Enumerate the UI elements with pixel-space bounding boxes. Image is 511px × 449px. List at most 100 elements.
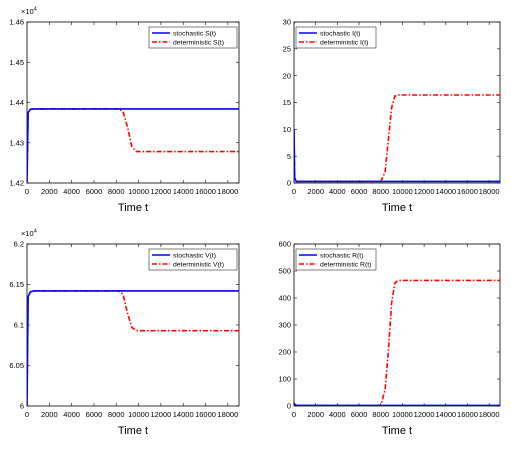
y-exponent-power: 4 [34, 7, 37, 13]
y-tick-label: 30 [283, 18, 291, 27]
legend-label-deterministic: deterministic S(t) [173, 40, 224, 47]
legend-label-stochastic: stochastic I(t) [320, 31, 360, 38]
y-exponent-power: 4 [34, 229, 37, 235]
series-line-stochastic [294, 402, 500, 406]
x-tick-label: 2000 [307, 187, 324, 196]
x-tick-label: 16000 [195, 187, 216, 196]
legend-label-stochastic: stochastic R(t) [320, 253, 363, 260]
x-axis-label: Time t [118, 202, 148, 214]
legend: stochastic V(t) deterministic V(t) [148, 248, 238, 271]
y-tick-label: 10 [283, 125, 291, 134]
x-tick-label: 4000 [329, 187, 346, 196]
x-tick-label: 10000 [128, 410, 149, 419]
x-axis-label: Time t [382, 425, 412, 437]
x-tick-label: 0 [292, 410, 296, 419]
legend-label-deterministic: deterministic V(t) [173, 262, 224, 269]
x-tick-label: 2000 [41, 187, 58, 196]
x-tick-label: 2000 [307, 410, 324, 419]
y-exponent-base: ×10 [21, 229, 34, 238]
x-axis-label: Time t [382, 202, 412, 214]
chart-panel-4: 0 2000 4000 6000 8000 10000 12000 14000 16000 180… [278, 240, 501, 437]
legend-label-stochastic: stochastic S(t) [173, 31, 216, 38]
x-tick-label: 0 [292, 187, 296, 196]
y-tick-label: 1.42 [9, 179, 24, 188]
legend: stochastic R(t) deterministic R(t) [295, 248, 377, 271]
x-tick-label: 6000 [86, 410, 103, 419]
x-tick-label: 10000 [128, 187, 149, 196]
x-tick-label: 10000 [392, 187, 413, 196]
x-tick-label: 6000 [351, 187, 368, 196]
y-tick-label: 0 [287, 179, 291, 188]
y-tick-label: 25 [283, 45, 291, 54]
legend-label-stochastic: stochastic V(t) [173, 253, 216, 260]
legend: stochastic S(t) deterministic S(t) [148, 26, 238, 49]
y-tick-label: 1.45 [9, 58, 24, 67]
plot-area [26, 21, 240, 184]
x-tick-label: 18000 [217, 187, 238, 196]
x-tick-label: 4000 [63, 187, 80, 196]
chart-panel-1: 0 2000 4000 6000 8000 10000 12000 14000 16000 180… [9, 7, 240, 214]
x-axis-label: Time t [118, 425, 148, 437]
plot-area [293, 21, 501, 184]
y-exponent-label: ×104 [21, 229, 37, 239]
legend: stochastic I(t) deterministic I(t) [295, 26, 377, 49]
x-tick-label: 4000 [329, 410, 346, 419]
chart-panel-3: 0 2000 4000 6000 8000 10000 12000 14000 16000 180… [9, 229, 240, 437]
x-tick-label: 4000 [63, 410, 80, 419]
y-tick-label: 1.43 [9, 138, 24, 147]
x-tick-label: 12000 [150, 187, 171, 196]
x-tick-label: 18000 [217, 410, 238, 419]
x-tick-label: 16000 [457, 187, 478, 196]
y-tick-label: 15 [283, 98, 291, 107]
x-tick-label: 8000 [108, 410, 125, 419]
x-tick-label: 0 [25, 187, 29, 196]
y-tick-label: 0 [287, 402, 291, 411]
y-tick-label: 300 [278, 321, 291, 330]
x-tick-label: 16000 [457, 410, 478, 419]
y-tick-label: 400 [278, 294, 291, 303]
legend-label-deterministic: deterministic R(t) [320, 262, 371, 269]
plot-area [26, 243, 240, 407]
y-tick-label: 6.1 [14, 321, 24, 330]
x-tick-label: 18000 [479, 410, 500, 419]
x-tick-label: 18000 [479, 187, 500, 196]
series-line-stochastic [27, 290, 239, 406]
legend-label-deterministic: deterministic I(t) [320, 40, 368, 47]
y-tick-label: 1.44 [9, 98, 24, 107]
x-tick-label: 12000 [414, 410, 435, 419]
y-tick-label: 6.15 [9, 280, 24, 289]
x-tick-label: 8000 [372, 410, 389, 419]
y-exponent-base: ×10 [21, 7, 34, 16]
x-tick-label: 16000 [195, 410, 216, 419]
x-tick-label: 0 [25, 410, 29, 419]
x-tick-label: 6000 [351, 410, 368, 419]
x-tick-label: 14000 [435, 187, 456, 196]
series-line-deterministic [27, 108, 239, 183]
y-tick-label: 5 [287, 152, 291, 161]
y-exponent-label: ×104 [21, 7, 37, 17]
x-tick-label: 10000 [392, 410, 413, 419]
x-tick-label: 12000 [414, 187, 435, 196]
x-tick-label: 6000 [86, 187, 103, 196]
legend-box [148, 248, 238, 271]
x-tick-label: 2000 [41, 410, 58, 419]
y-tick-label: 6.05 [9, 361, 24, 370]
x-tick-label: 8000 [372, 187, 389, 196]
series-line-stochastic [294, 129, 500, 183]
x-tick-label: 14000 [173, 187, 194, 196]
y-tick-label: 600 [278, 240, 291, 249]
y-tick-label: 500 [278, 267, 291, 276]
x-tick-label: 14000 [173, 410, 194, 419]
x-tick-label: 12000 [150, 410, 171, 419]
y-tick-label: 100 [278, 375, 291, 384]
chart-panel-2: 0 2000 4000 6000 8000 10000 12000 14000 16000 180… [283, 18, 501, 214]
y-tick-label: 20 [283, 71, 291, 80]
x-tick-label: 8000 [108, 187, 125, 196]
y-tick-label: 200 [278, 348, 291, 357]
y-tick-label: 6.2 [14, 240, 24, 249]
x-tick-label: 14000 [435, 410, 456, 419]
y-tick-label: 1.46 [9, 18, 24, 27]
y-tick-label: 6 [20, 402, 24, 411]
series-line-stochastic [27, 108, 239, 183]
